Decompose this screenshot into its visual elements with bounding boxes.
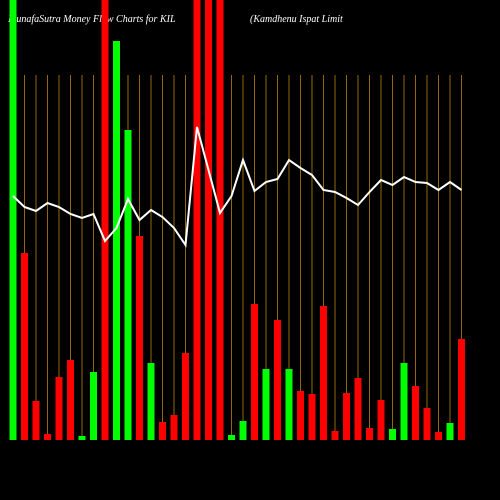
bar xyxy=(78,436,86,440)
bar xyxy=(193,0,201,440)
bar xyxy=(170,415,178,440)
bar xyxy=(159,422,166,440)
chart-title: MunafaSutra Money Flow Charts for KIL xyxy=(7,14,176,25)
bar xyxy=(90,372,97,440)
bar xyxy=(366,428,373,440)
bar xyxy=(239,421,247,440)
bar xyxy=(377,400,385,440)
bar xyxy=(147,363,155,440)
bar xyxy=(205,0,212,440)
bar xyxy=(435,432,442,440)
bar xyxy=(458,339,465,440)
bar xyxy=(423,408,431,440)
bar xyxy=(400,363,408,440)
bar xyxy=(55,377,63,440)
bar xyxy=(113,41,120,440)
line xyxy=(12,126,463,248)
bar xyxy=(44,434,51,440)
bar xyxy=(251,304,258,440)
bar xyxy=(389,429,396,440)
bar xyxy=(354,378,362,440)
bar xyxy=(320,306,327,440)
bar xyxy=(308,394,316,440)
bar xyxy=(412,386,419,440)
bar xyxy=(21,253,28,440)
bar xyxy=(228,435,235,440)
bar xyxy=(343,393,350,440)
bar xyxy=(262,369,270,440)
bar xyxy=(136,236,143,440)
bar xyxy=(9,0,17,440)
bar xyxy=(216,0,224,440)
bar xyxy=(32,401,40,440)
bar xyxy=(101,0,109,440)
bar xyxy=(67,360,74,440)
bar xyxy=(182,353,189,440)
bar xyxy=(446,423,454,440)
bar xyxy=(274,320,281,440)
chart-subtitle: (Kamdhenu Ispat Limit xyxy=(250,14,343,25)
bar xyxy=(124,130,132,440)
bar xyxy=(297,391,304,440)
bar xyxy=(331,431,339,440)
bar xyxy=(285,369,293,440)
